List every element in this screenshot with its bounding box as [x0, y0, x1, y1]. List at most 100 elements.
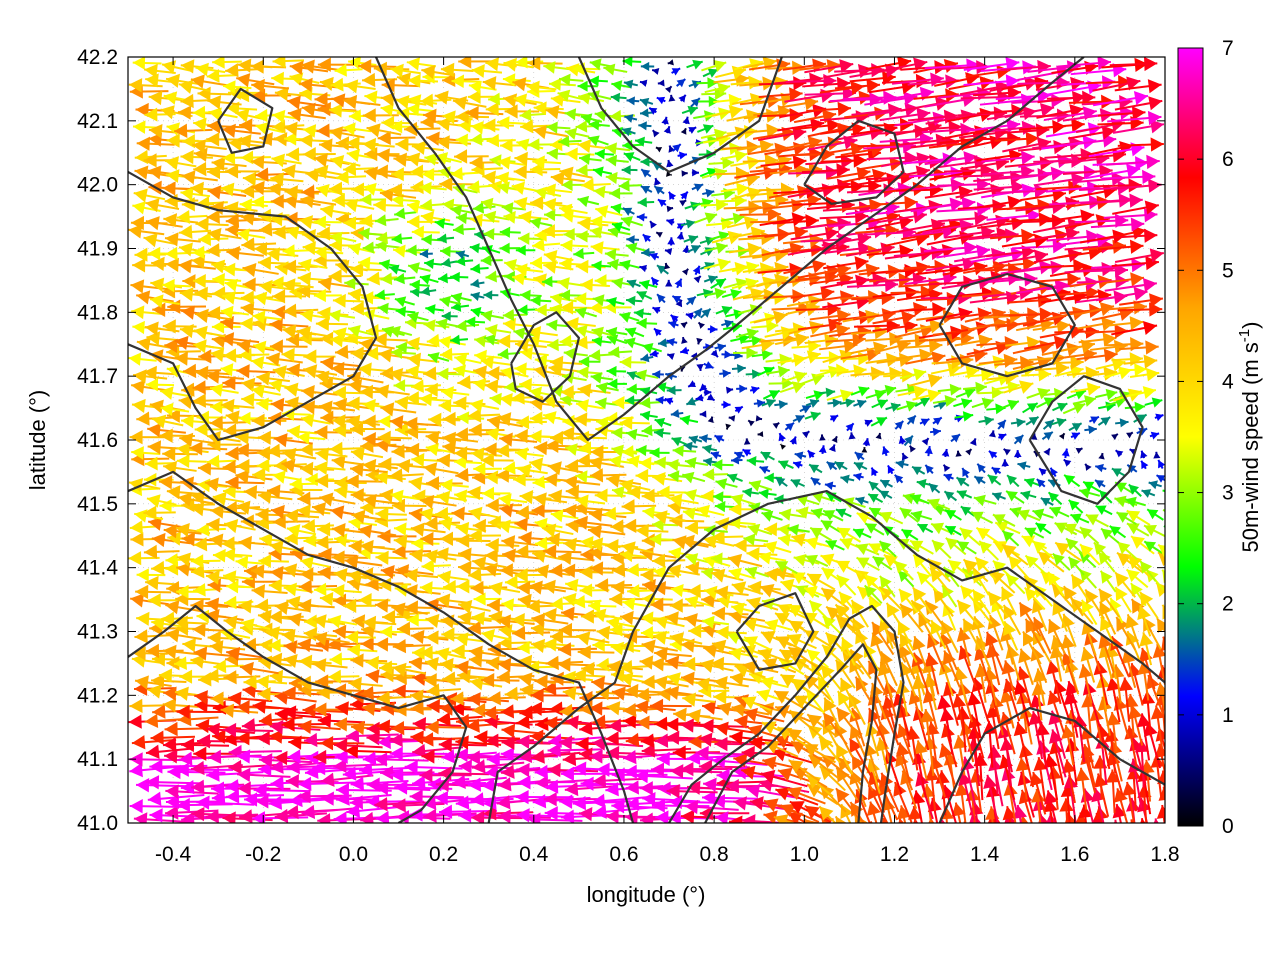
wind-vector	[741, 814, 794, 823]
wind-vector-head	[593, 804, 607, 819]
wind-vector	[1002, 805, 1017, 823]
wind-vector-head	[656, 751, 670, 767]
wind-vector-head	[634, 768, 649, 784]
wind-vector-head	[452, 774, 466, 789]
wind-vector-head	[711, 794, 726, 809]
wind-vector-head	[298, 776, 312, 792]
wind-vector-head	[320, 791, 334, 806]
wind-vector-head	[287, 749, 301, 764]
wind-vector	[237, 767, 291, 783]
wind-vector	[625, 780, 681, 795]
wind-vector-head	[423, 808, 437, 823]
wind-vector-head	[274, 808, 289, 823]
wind-vector-head	[470, 792, 485, 807]
wind-vector	[1012, 804, 1028, 823]
wind-vector	[1122, 781, 1137, 823]
wind-vector-head	[358, 762, 373, 777]
wind-vector-head	[412, 775, 426, 790]
wind-vector-head	[1015, 757, 1030, 772]
wind-vector	[175, 762, 234, 777]
wind-vector-head	[806, 774, 822, 789]
wind-vector-head	[983, 774, 998, 790]
wind-vector-head	[471, 759, 486, 774]
wind-vector-head	[703, 777, 717, 792]
wind-vector-head	[1126, 766, 1142, 780]
wind-vector	[471, 810, 523, 823]
wind-vector	[258, 762, 317, 777]
wind-vector-head	[206, 767, 220, 782]
wind-vector-head	[253, 783, 267, 798]
wind-vector	[866, 801, 881, 823]
wind-vector-head	[605, 745, 620, 761]
wind-vector-head	[807, 784, 822, 798]
wind-vector	[780, 803, 820, 823]
wind-vector-head	[589, 749, 603, 764]
wind-vector-head	[716, 768, 730, 783]
wind-vector-head	[787, 786, 803, 801]
wind-vector-head	[895, 752, 909, 768]
wind-vector-head	[455, 795, 470, 810]
wind-vector-head	[695, 745, 709, 761]
wind-vector-head	[129, 752, 143, 767]
wind-vector-head	[362, 751, 377, 766]
wind-vector-head	[543, 792, 557, 807]
wind-vector-head	[149, 808, 163, 823]
wind-vector-head	[375, 780, 389, 796]
wind-vector-head	[773, 814, 789, 823]
wind-vector-head	[544, 806, 558, 821]
wind-vector-head	[335, 782, 350, 798]
wind-vector-head	[1113, 819, 1118, 823]
wind-vector-head	[297, 789, 311, 804]
wind-vector-head	[516, 808, 530, 823]
wind-vector-head	[516, 762, 530, 778]
wind-vector-head	[207, 749, 222, 765]
wind-vector-head	[422, 795, 437, 810]
wind-vector	[907, 805, 923, 823]
wind-vector-head	[788, 760, 804, 774]
wind-vector-head	[471, 810, 485, 823]
wind-vector-head	[1113, 788, 1128, 803]
wind-vector-head	[605, 782, 619, 797]
wind-vector-head	[762, 756, 777, 771]
wind-vector-head	[547, 763, 561, 778]
wind-vector-head	[434, 791, 449, 806]
wind-vector	[1156, 804, 1165, 823]
wind-vector-head	[925, 767, 940, 781]
wind-vector-head	[421, 749, 435, 764]
wind-vector-head	[611, 799, 625, 814]
wind-vector-head	[1064, 812, 1078, 823]
wind-vector-head	[497, 809, 511, 823]
wind-vector	[895, 752, 914, 791]
wind-vector	[787, 811, 809, 823]
wind-vector-head	[454, 747, 469, 763]
wind-vector	[1033, 756, 1048, 802]
wind-vector-head	[775, 787, 791, 801]
wind-vector-head	[1029, 771, 1044, 787]
wind-vector-head	[350, 776, 364, 791]
wind-vector	[253, 783, 310, 798]
wind-vector-head	[725, 778, 739, 794]
wind-vector-head	[836, 767, 850, 783]
wind-vector-head	[346, 803, 361, 818]
wind-vector-head	[564, 781, 579, 797]
wind-vector	[206, 767, 264, 782]
wind-vector-head	[497, 777, 512, 792]
wind-vector	[983, 774, 999, 823]
wind-vector	[1043, 753, 1059, 801]
wind-vector	[547, 743, 602, 758]
wind-vector-head	[898, 818, 905, 823]
wind-vector	[897, 805, 911, 823]
wind-vector	[684, 799, 739, 815]
wind-vector	[666, 784, 718, 799]
wind-vector	[821, 753, 853, 781]
wind-vector-head	[534, 764, 548, 780]
wind-vector	[301, 804, 356, 820]
wind-vector-head	[344, 743, 359, 759]
wind-vector-head	[133, 812, 148, 823]
wind-vector-head	[642, 791, 656, 807]
wind-vector	[286, 759, 342, 775]
wind-vector	[362, 751, 421, 766]
wind-vector-head	[515, 789, 529, 805]
wind-vector	[1113, 788, 1129, 823]
wind-vector-head	[129, 799, 143, 814]
